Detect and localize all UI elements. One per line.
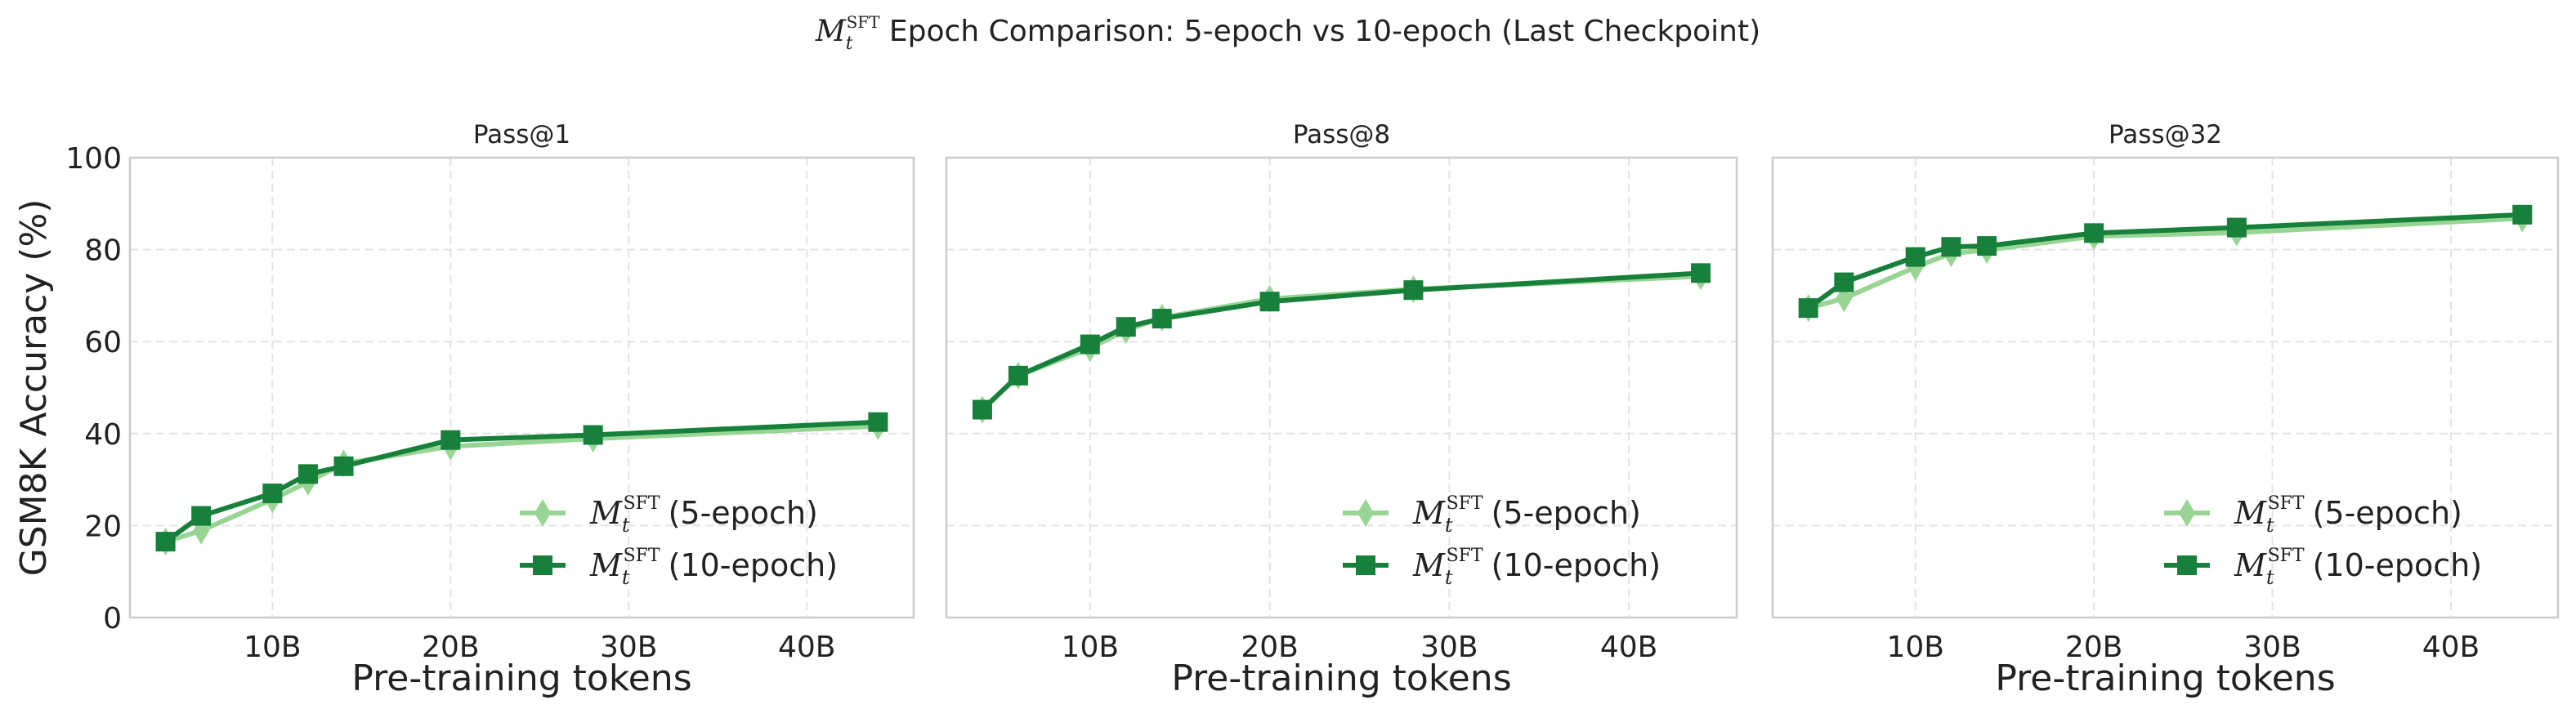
square-marker [191,506,212,526]
legend-label: MtSFT (10-epoch) [1412,546,1661,589]
square-marker [1080,334,1100,355]
square-marker [262,483,283,503]
y-tick-label: 0 [103,602,122,635]
legend-diamond-marker [1357,499,1374,527]
panel-pass8: 10B 20B 30B 40B Pass@8 Pre-training tokens MtS… [945,120,1738,699]
series-line [980,270,1702,412]
square-marker [1941,237,1961,257]
legend: MtSFT (5-epoch) MtSFT (10-epoch) [520,493,838,589]
square-marker [1259,292,1280,312]
legend-label: MtSFT (10-epoch) [2234,546,2482,589]
legend-square-marker [533,555,552,575]
figure-title: MtSFT Epoch Comparison: 5-epoch vs 10-ep… [815,12,1760,54]
square-marker [2226,217,2247,238]
x-tick-label: 40B [778,631,836,664]
legend-item: MtSFT (10-epoch) [520,546,838,589]
title-superscript: SFT [847,12,881,32]
legend-label: MtSFT (5-epoch) [589,493,818,537]
legend: MtSFT (5-epoch) MtSFT (10-epoch) [1343,493,1661,589]
x-tick-label: 20B [1241,631,1299,664]
square-marker [1905,247,1925,267]
x-tick-label: 20B [2065,631,2123,664]
x-tick-label: 40B [2422,631,2480,664]
y-tick-label: 20 [84,510,122,543]
series-line [1806,212,2523,310]
title-subscript: t [846,33,853,54]
panel-title: Pass@32 [2109,120,2222,149]
series-10-epoch [1798,204,2533,319]
square-marker [441,430,461,450]
square-marker [155,532,176,552]
legend-item: MtSFT (5-epoch) [1343,493,1641,537]
square-marker [1691,263,1711,283]
x-tick-label: 10B [1886,631,1944,664]
title-symbol: M [815,15,847,48]
axes-frame [945,156,1738,619]
x-tick-label: 10B [1062,631,1120,664]
square-marker [1834,272,1854,292]
square-marker [1116,317,1136,337]
legend: MtSFT (5-epoch) MtSFT (10-epoch) [2164,493,2482,589]
series-line [164,423,879,544]
legend-label: MtSFT (5-epoch) [2234,493,2462,537]
square-marker [333,456,354,476]
legend-item: MtSFT (10-epoch) [2164,546,2482,589]
legend-diamond-marker [534,499,551,527]
square-marker [868,412,888,432]
square-marker [1977,236,1997,256]
square-marker [1008,365,1028,386]
y-tick-label: 60 [84,326,122,359]
square-marker [1798,298,1818,319]
panel-title: Pass@8 [1293,120,1390,149]
series-10-epoch [155,412,888,552]
x-axis-label: Pre-training tokens [351,658,691,699]
square-marker [583,425,603,445]
legend-item: MtSFT (5-epoch) [2164,493,2462,537]
title-text: Epoch Comparison: 5-epoch vs 10-epoch (L… [879,15,1760,48]
x-tick-label: 10B [244,631,302,664]
y-tick-label: 40 [84,418,122,452]
legend-label: MtSFT (5-epoch) [1412,493,1641,537]
square-marker [1403,280,1424,301]
axes-frame [128,156,915,619]
series-line [1807,216,2523,310]
panels: 10B 20B 30B 40B 0 20 40 60 80 100 Pass@1 Pre-traini… [13,120,2560,699]
square-marker [2084,223,2104,243]
square-marker [2512,204,2533,225]
panel-pass32: 10B 20B 30B 40B Pass@32 Pre-training tokens Mt… [1771,120,2560,699]
x-tick-label: 20B [422,631,480,664]
panel-pass1: 10B 20B 30B 40B 0 20 40 60 80 100 Pass@1 Pre-traini… [13,120,915,699]
panel-title: Pass@1 [473,120,570,149]
y-tick-label: 100 [65,142,122,176]
legend-square-marker [1356,555,1375,575]
x-tick-label: 30B [600,631,658,664]
x-tick-label: 30B [1420,631,1478,664]
series-line [163,419,879,544]
square-marker [297,464,318,484]
square-marker [972,399,992,420]
legend-item: MtSFT (10-epoch) [1343,546,1661,589]
legend-square-marker [2177,555,2197,575]
legend-label: MtSFT (10-epoch) [589,546,838,589]
square-marker [1152,309,1172,329]
legend-diamond-marker [2179,499,2195,527]
legend-item: MtSFT (5-epoch) [520,493,818,537]
y-tick-label: 80 [84,234,122,268]
axes-frame [1771,156,2560,619]
x-axis-label: Pre-training tokens [1171,658,1511,699]
x-tick-label: 30B [2243,631,2301,664]
x-axis-label: Pre-training tokens [1995,658,2335,699]
series-10-epoch [972,263,1711,420]
y-axis-label: GSM8K Accuracy (%) [13,199,55,577]
x-tick-label: 40B [1600,631,1658,664]
